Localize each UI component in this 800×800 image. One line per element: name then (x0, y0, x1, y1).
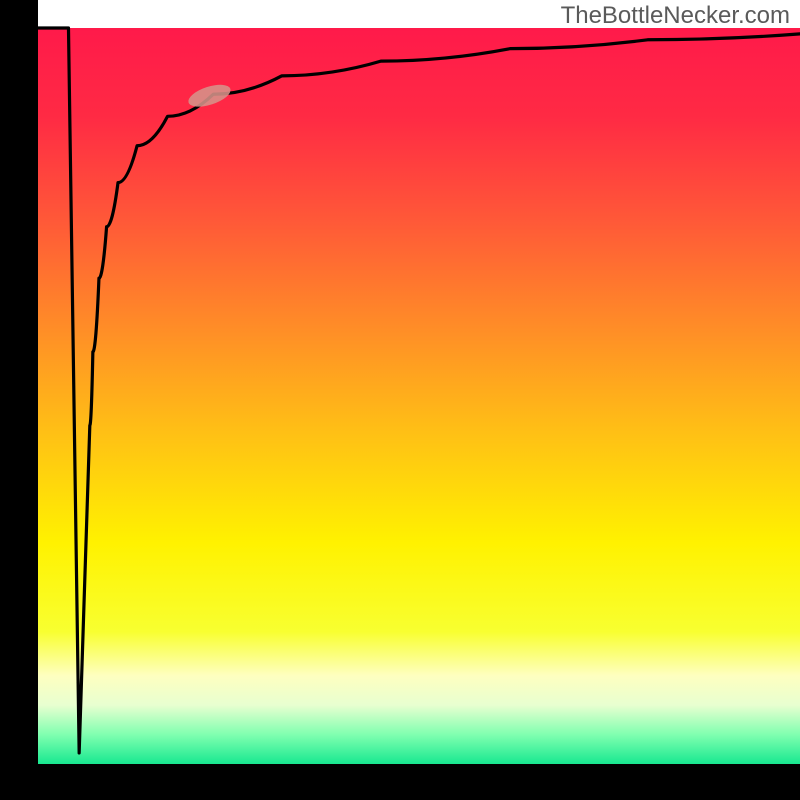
chart-svg (0, 0, 800, 800)
frame-left (0, 0, 38, 800)
frame-bottom (0, 764, 800, 800)
attribution-text: TheBottleNecker.com (561, 2, 790, 30)
chart-container: TheBottleNecker.com (0, 0, 800, 800)
